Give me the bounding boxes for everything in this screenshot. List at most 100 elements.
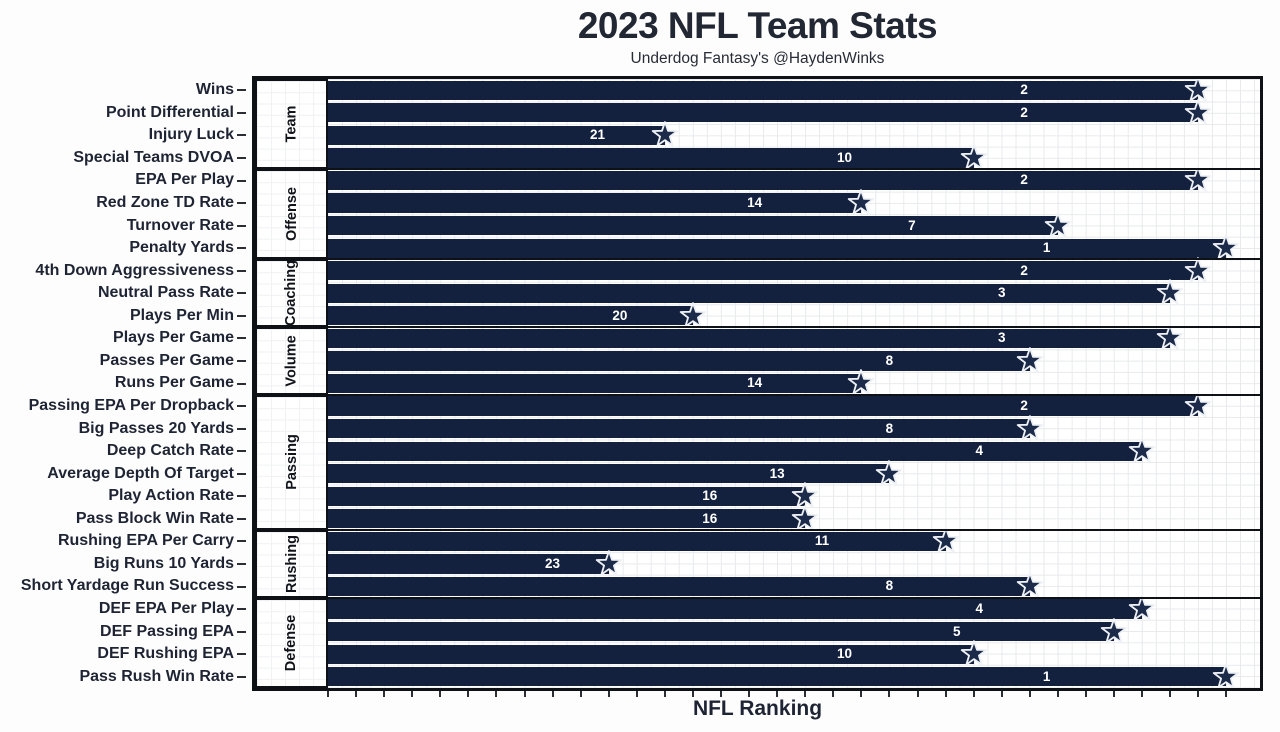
bar-deep-catch-rate: 4 (328, 437, 1156, 463)
bar-turnover-rate: 7 (328, 211, 1072, 237)
y-tick (237, 247, 246, 250)
y-tick (237, 675, 246, 678)
chart-title: 2023 NFL Team Stats (577, 5, 938, 46)
cowboys-star-icon (932, 527, 960, 555)
rank-label: 10 (837, 150, 853, 166)
y-axis-label: Play Action Rate (108, 487, 234, 505)
bar-point-differential: 2 (328, 98, 1212, 125)
cowboys-star-icon (1184, 76, 1212, 104)
facet-boundary (252, 168, 1263, 171)
y-axis-label: Passes Per Game (99, 351, 234, 369)
y-tick (237, 111, 246, 114)
rank-label: 3 (997, 330, 1006, 346)
y-tick (237, 653, 246, 656)
facet-strip-label: Volume (283, 335, 300, 387)
cowboys-star-icon (1212, 662, 1240, 691)
y-tick (237, 202, 246, 205)
cowboys-star-icon (595, 550, 623, 578)
cowboys-star-icon (1184, 256, 1212, 285)
bar-def-passing-epa: 5 (328, 617, 1128, 643)
rank-label: 4 (975, 443, 984, 459)
bar-big-runs-10-yards: 23 (328, 550, 622, 576)
x-tick (1169, 691, 1172, 697)
x-tick (327, 691, 329, 697)
cowboys-star-icon (679, 301, 707, 330)
y-tick (237, 337, 246, 340)
rank-label: 14 (747, 375, 763, 391)
facet-strip-defense: Defense (255, 597, 328, 688)
bar-red-zone-td-rate: 14 (328, 189, 875, 215)
y-axis-label: EPA Per Play (135, 171, 234, 189)
rank-label: 13 (769, 465, 785, 481)
facet-strip-label: Passing (283, 434, 300, 491)
cowboys-star-icon (960, 640, 988, 668)
rank-label: 8 (885, 578, 894, 594)
y-tick (237, 89, 246, 92)
x-tick (1225, 691, 1228, 697)
cowboys-star-icon (1100, 617, 1128, 646)
rank-label: 1 (1042, 668, 1051, 684)
y-axis-label: Passing EPA Per Dropback (28, 397, 234, 415)
cowboys-star-icon (1212, 234, 1240, 262)
rank-label: 2 (1020, 398, 1028, 414)
x-tick (579, 691, 582, 697)
y-axis-label: Pass Rush Win Rate (79, 667, 234, 685)
facet-strip-team: Team (255, 79, 328, 170)
rank-label: 4 (975, 601, 984, 617)
rank-label: 2 (1020, 82, 1028, 98)
rank-label: 21 (589, 127, 605, 143)
y-tick (237, 179, 246, 182)
cowboys-star-icon (1156, 324, 1184, 352)
y-tick (237, 405, 246, 408)
bar-passing-epa-per-dropback: 2 (328, 392, 1212, 418)
bar-def-epa-per-play: 4 (328, 595, 1156, 621)
y-axis-label: Pass Block Win Rate (75, 509, 234, 527)
x-tick (832, 691, 835, 697)
bar-runs-per-game: 14 (328, 369, 875, 395)
bar-epa-per-play: 2 (328, 166, 1212, 192)
rank-label: 2 (1020, 172, 1028, 188)
cowboys-star-icon (1184, 166, 1212, 194)
cowboys-star-icon (791, 504, 819, 533)
y-axis-label: 4th Down Aggressiveness (35, 261, 234, 279)
x-tick (551, 691, 554, 697)
x-tick (1141, 691, 1144, 697)
bar-passes-per-game: 8 (328, 347, 1043, 373)
x-tick (523, 691, 526, 697)
y-axis-label: Neutral Pass Rate (97, 284, 234, 302)
y-axis-label: Point Differential (105, 103, 234, 121)
facet-strip-offense: Offense (255, 169, 328, 260)
x-tick (691, 691, 694, 697)
x-tick (1113, 691, 1116, 697)
y-axis-label: Big Passes 20 Yards (78, 419, 234, 437)
x-tick (972, 691, 975, 697)
y-tick (237, 495, 246, 498)
facet-boundary (252, 258, 1263, 261)
facet-strip-rushing: Rushing (255, 530, 328, 598)
facet-strip-coaching: Coaching (255, 259, 328, 328)
cowboys-star-icon (1128, 437, 1156, 465)
x-tick (1197, 691, 1200, 697)
y-axis-label: Wins (195, 81, 234, 99)
x-tick (439, 691, 442, 697)
bar-pass-block-win-rate: 16 (328, 504, 819, 531)
cowboys-star-icon (1016, 414, 1044, 443)
bar-plays-per-min: 20 (328, 301, 707, 328)
bar-short-yardage-run-success: 8 (328, 572, 1043, 598)
y-tick (237, 134, 246, 137)
facet-strip-label: Defense (283, 614, 300, 672)
y-axis-label: DEF Rushing EPA (97, 645, 234, 663)
x-tick (720, 691, 722, 697)
rank-label: 16 (702, 511, 718, 527)
bar-penalty-yards: 1 (328, 234, 1240, 260)
x-tick (467, 691, 470, 697)
y-axis-label: Red Zone TD Rate (96, 194, 234, 212)
x-tick (383, 691, 386, 697)
y-axis-label: Deep Catch Rate (106, 442, 234, 460)
y-tick (237, 224, 246, 227)
rank-label: 2 (1020, 262, 1028, 278)
y-axis-label: Plays Per Min (129, 306, 234, 324)
x-tick (1028, 691, 1031, 697)
y-tick (237, 269, 246, 272)
